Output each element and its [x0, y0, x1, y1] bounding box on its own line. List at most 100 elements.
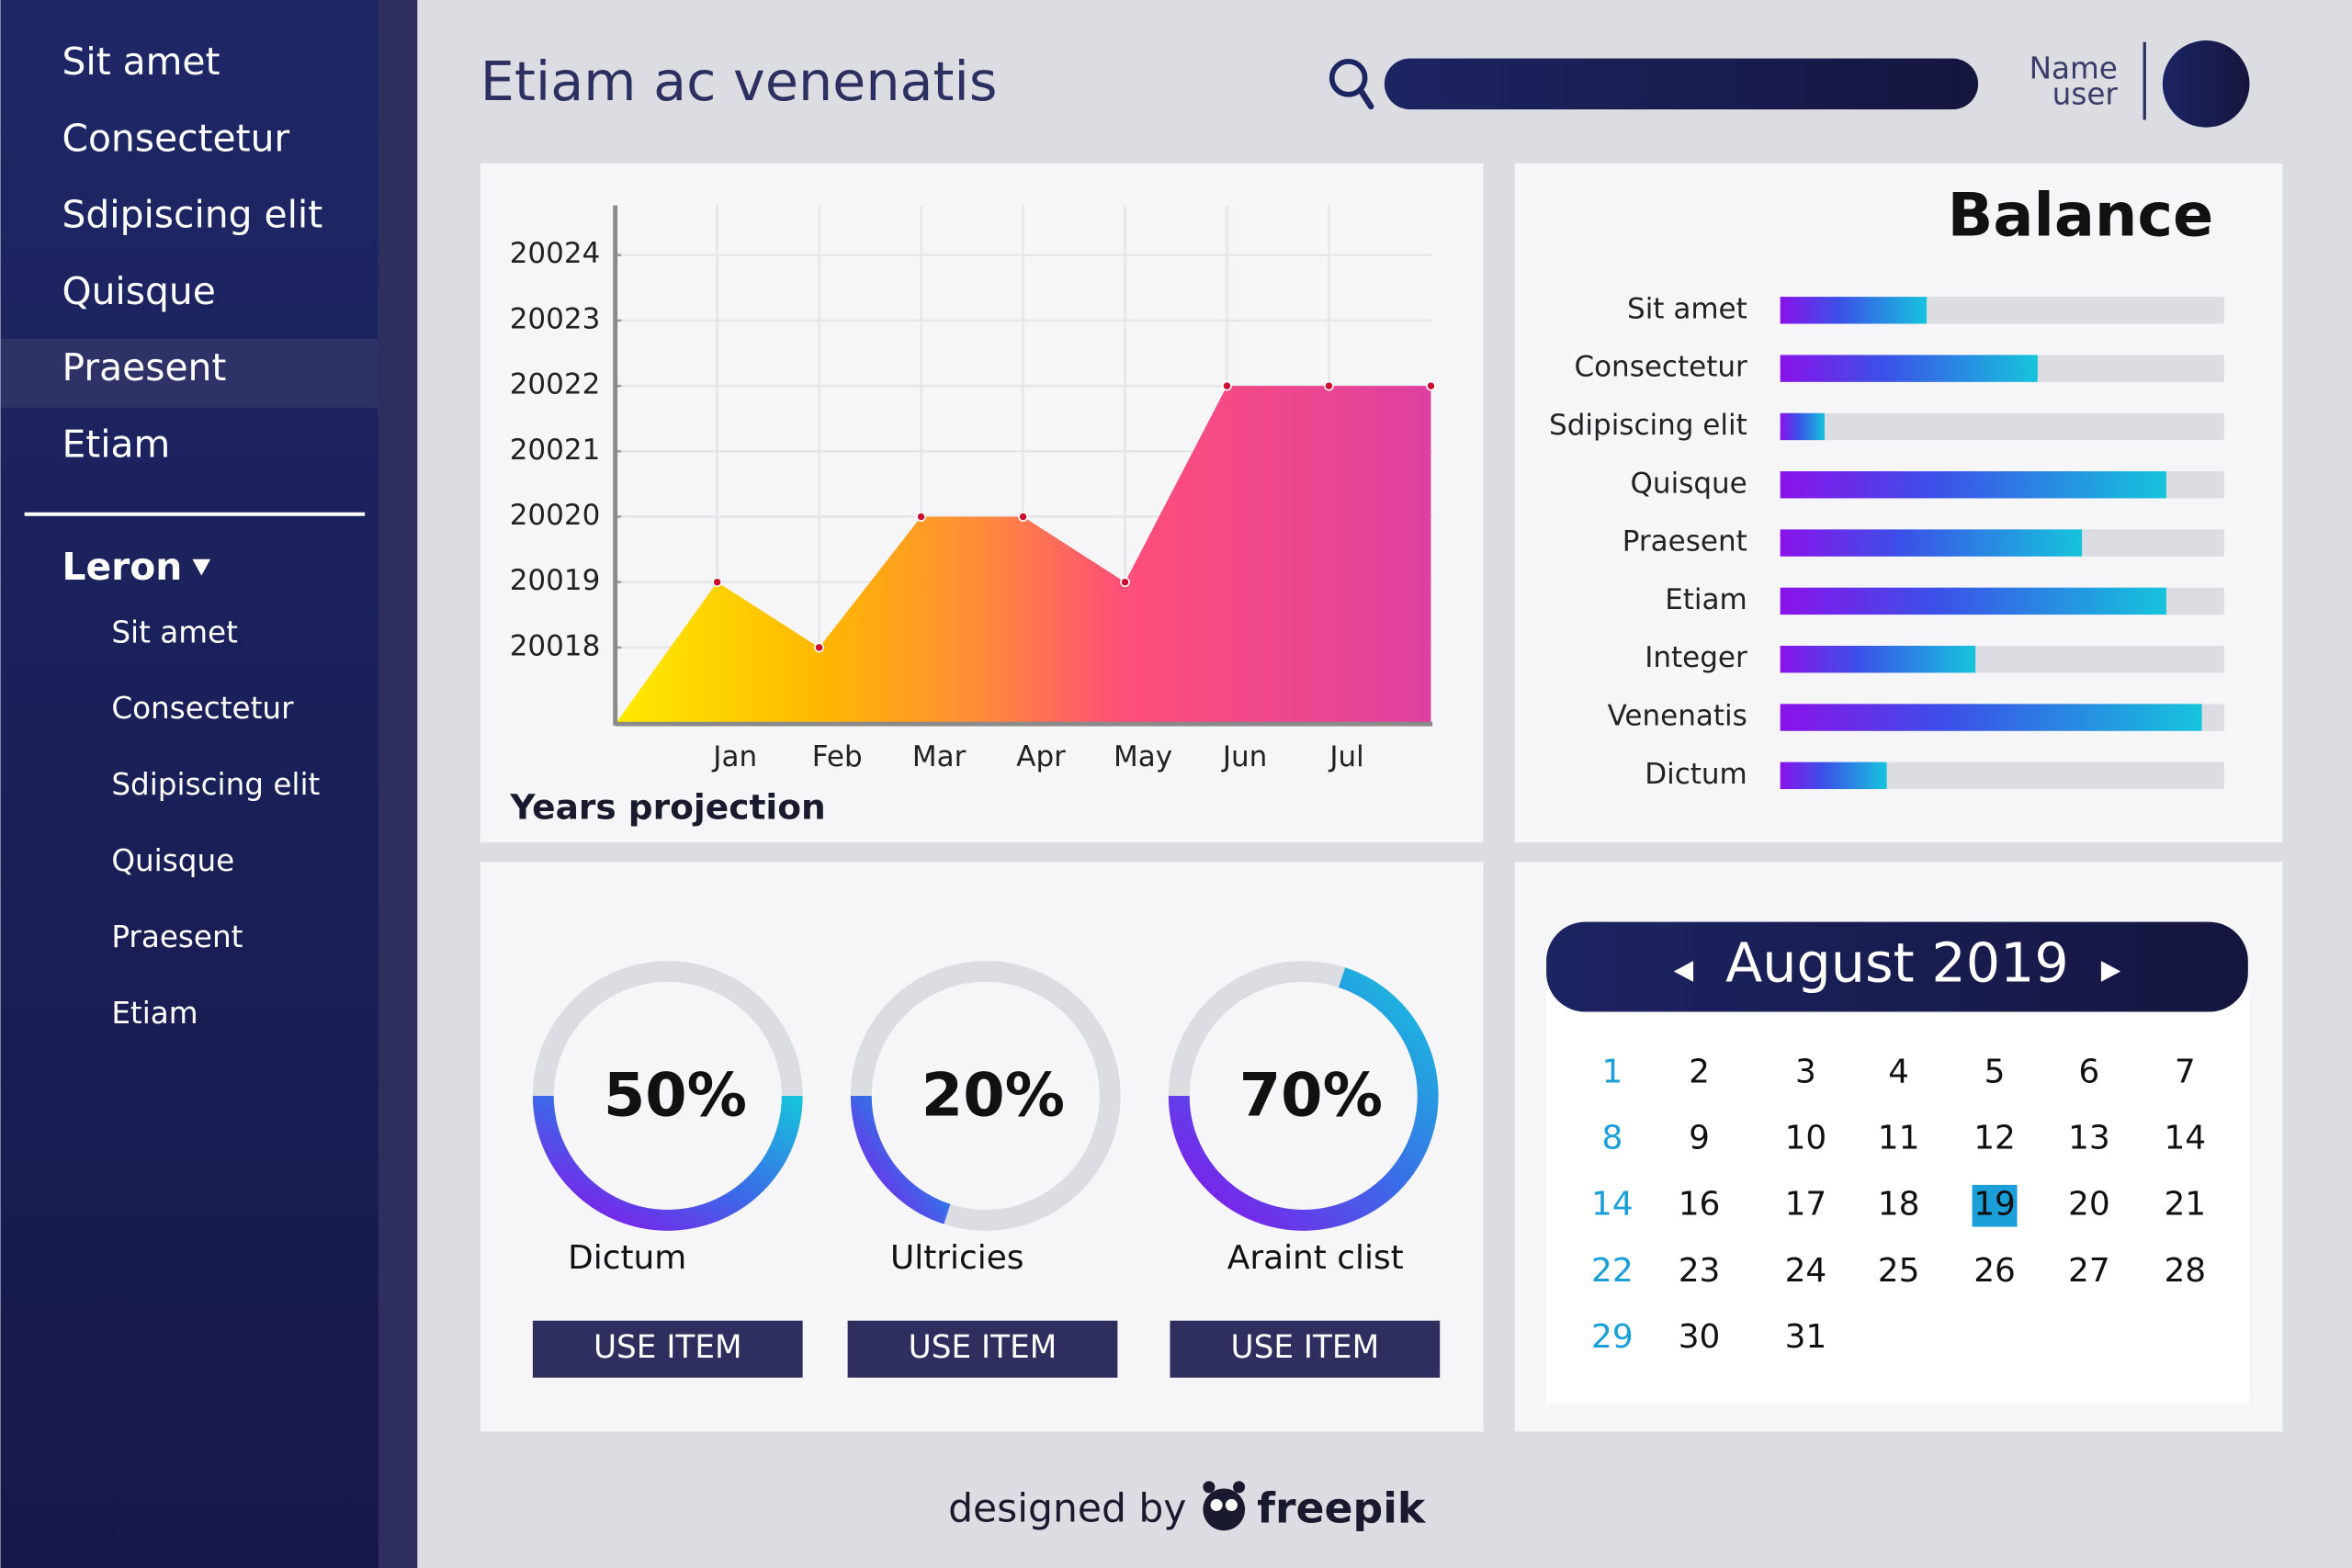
bar	[1780, 355, 2038, 382]
page-title: Etiam ac venenatis	[481, 50, 998, 113]
section-title[interactable]: Leron	[62, 545, 182, 589]
menu-item[interactable]: Quisque	[62, 269, 215, 313]
donut-value: 70%	[1239, 1060, 1383, 1130]
data-point	[1426, 380, 1436, 391]
bar-track	[1780, 412, 2224, 441]
y-tick-label: 20021	[510, 434, 601, 467]
calendar-day[interactable]: 5	[1984, 1053, 2006, 1090]
chart-label: Years projection	[509, 787, 825, 828]
bar	[1780, 297, 1928, 324]
calendar-month: August 2019	[1725, 931, 2069, 995]
next-month[interactable]	[2100, 961, 2121, 982]
use-button-label[interactable]: USE ITEM	[594, 1329, 742, 1366]
balance-title: Balance	[1948, 180, 2214, 250]
data-point	[916, 512, 926, 522]
submenu-item[interactable]: Quisque	[111, 843, 234, 878]
calendar-day[interactable]: 26	[1973, 1252, 2016, 1290]
sidebar	[0, 0, 379, 1568]
calendar-day[interactable]: 4	[1888, 1053, 1909, 1090]
bar-label: Sdipiscing elit	[1549, 409, 1747, 442]
footer-text: designed by	[948, 1486, 1186, 1531]
submenu-item[interactable]: Consectetur	[111, 691, 294, 726]
calendar-day[interactable]: 3	[1795, 1053, 1816, 1090]
y-tick-label: 20020	[510, 499, 601, 532]
calendar-day[interactable]: 24	[1785, 1252, 1827, 1290]
menu-item[interactable]: Sit amet	[62, 39, 220, 84]
calendar-day[interactable]: 13	[2068, 1120, 2110, 1157]
x-tick-label: Feb	[812, 740, 863, 773]
y-tick-label: 20024	[510, 237, 601, 270]
calendar-day[interactable]: 18	[1878, 1186, 1920, 1224]
calendar-day[interactable]: 2	[1689, 1053, 1710, 1090]
calendar-day[interactable]: 20	[2068, 1186, 2110, 1224]
use-button-label[interactable]: USE ITEM	[1231, 1329, 1380, 1366]
calendar-day[interactable]: 10	[1785, 1120, 1827, 1157]
calendar-day[interactable]: 12	[1973, 1120, 2016, 1157]
calendar-day[interactable]: 19	[1973, 1186, 2016, 1224]
y-tick-label: 20018	[510, 629, 601, 662]
day-selected	[1972, 1184, 2018, 1227]
donut-label: Ultricies	[890, 1239, 1024, 1277]
calendar-day[interactable]: 16	[1679, 1186, 1721, 1224]
data-point	[814, 642, 824, 653]
submenu-item[interactable]: Praesent	[111, 919, 243, 954]
user-name: user	[2052, 76, 2119, 111]
calendar-day[interactable]: 8	[1601, 1120, 1623, 1157]
bar-label: Praesent	[1623, 525, 1747, 558]
calendar-day[interactable]: 22	[1591, 1252, 1634, 1290]
menu-item[interactable]: Sdipiscing elit	[62, 193, 322, 237]
calendar-day[interactable]: 9	[1689, 1120, 1710, 1157]
menu-item[interactable]: Etiam	[62, 422, 170, 466]
use-button[interactable]	[847, 1320, 1118, 1378]
calendar-day[interactable]: 1	[1601, 1053, 1623, 1090]
menu-item[interactable]: Praesent	[62, 345, 226, 389]
prev-month[interactable]	[1673, 961, 1694, 982]
calendar-day[interactable]: 14	[2164, 1120, 2206, 1157]
footer-brand: freepik	[1257, 1483, 1427, 1532]
calendar-day[interactable]: 25	[1878, 1252, 1920, 1290]
area	[615, 386, 1431, 725]
donut-value: 20%	[922, 1060, 1065, 1130]
calendar-day[interactable]: 23	[1679, 1252, 1721, 1290]
bar	[1780, 529, 2083, 557]
bar	[1780, 412, 1825, 441]
calendar-day[interactable]: 27	[2068, 1252, 2110, 1290]
bar-label: Quisque	[1631, 467, 1747, 500]
use-button[interactable]	[532, 1320, 803, 1378]
bar-label: Dictum	[1645, 758, 1747, 791]
calendar-day[interactable]: 28	[2164, 1252, 2206, 1290]
calendar-day[interactable]: 7	[2175, 1053, 2196, 1090]
submenu-item[interactable]: Sit amet	[111, 615, 238, 649]
bar-label: Sit amet	[1627, 292, 1747, 325]
user-name: Name	[2030, 51, 2118, 86]
x-tick-label: Jul	[1328, 740, 1363, 773]
calendar-day[interactable]: 14	[1591, 1186, 1634, 1224]
calendar-day[interactable]: 6	[2078, 1053, 2099, 1090]
submenu-item[interactable]: Sdipiscing elit	[111, 767, 320, 802]
submenu-item[interactable]: Etiam	[111, 996, 198, 1031]
avatar[interactable]	[2162, 40, 2250, 128]
footer-logo	[1203, 1481, 1246, 1531]
y-tick-label: 20022	[510, 368, 601, 401]
bar	[1780, 471, 2166, 499]
x-tick-label: May	[1114, 740, 1172, 773]
donut-arc	[1168, 967, 1439, 1231]
search-icon[interactable]	[1329, 59, 1368, 97]
calendar-day[interactable]: 29	[1591, 1318, 1634, 1356]
calendar-day[interactable]: 30	[1679, 1318, 1721, 1356]
calendar-day[interactable]: 17	[1785, 1186, 1827, 1224]
use-button[interactable]	[1170, 1320, 1441, 1378]
search-bar[interactable]	[1384, 58, 1979, 110]
bar	[1780, 587, 2166, 615]
data-point	[1018, 512, 1028, 522]
search-icon-handle	[1357, 86, 1374, 110]
calendar-day[interactable]: 21	[2164, 1186, 2206, 1224]
use-button-label[interactable]: USE ITEM	[909, 1329, 1057, 1366]
calendar-day[interactable]: 11	[1878, 1120, 1920, 1157]
calendar-header	[1546, 921, 2248, 1012]
bar-label: Etiam	[1665, 583, 1747, 616]
data-point	[1324, 380, 1334, 391]
calendar-day[interactable]: 31	[1785, 1318, 1827, 1356]
menu-item[interactable]: Consectetur	[62, 116, 289, 160]
